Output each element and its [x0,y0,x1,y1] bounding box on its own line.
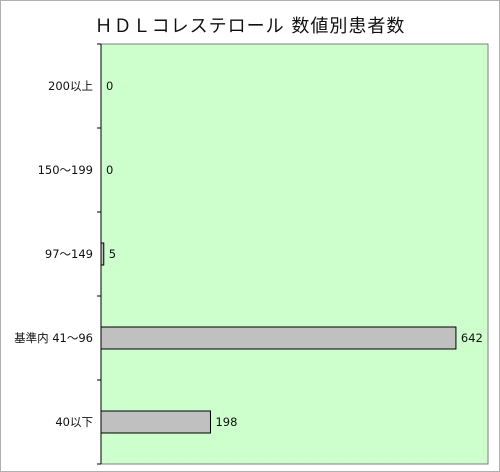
value-label: 198 [215,415,237,429]
bars [100,242,457,434]
category-label: 基準内 41～96 [14,331,93,345]
chart-title: ＨＤＬコレステロール 数値別患者数 [94,16,406,37]
bar [100,410,211,434]
value-label: 0 [106,79,113,93]
category-label: 150～199 [38,163,93,177]
bar [100,326,457,350]
value-labels: 0 0 5 642 198 [106,79,483,429]
value-label: 0 [106,163,113,177]
category-label: 200以上 [48,79,93,93]
category-label: 40以下 [55,415,93,429]
value-label: 642 [461,331,483,345]
plot-area [100,43,489,465]
category-label: 97～149 [45,247,93,261]
bar [100,242,105,266]
value-label: 5 [109,247,116,261]
category-labels: 200以上 150～199 97～149 基準内 41～96 40以下 [14,79,93,429]
y-axis-ticks [97,43,101,465]
